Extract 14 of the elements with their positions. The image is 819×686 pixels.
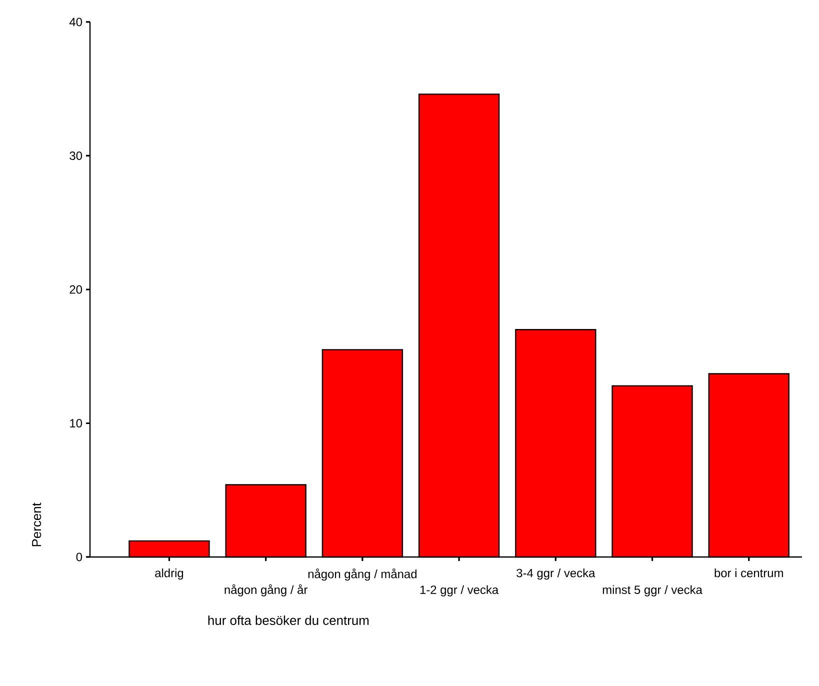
- x-axis-title: hur ofta besöker du centrum: [208, 616, 369, 626]
- x-tick-label: bor i centrum: [714, 568, 783, 578]
- x-tick-label: minst 5 ggr / vecka: [602, 585, 702, 596]
- y-tick-label: 10: [70, 419, 82, 428]
- x-tick-label: någon gång / månad: [308, 568, 416, 581]
- y-tick-label: 0: [76, 552, 82, 562]
- y-tick-label: 40: [69, 18, 82, 26]
- y-tick-label: 20: [70, 285, 82, 294]
- x-tick-label: aldrig: [155, 568, 184, 580]
- y-axis-title: Percent: [32, 502, 42, 546]
- x-tick-label: 1-2 ggr / vecka: [420, 585, 499, 596]
- y-tick-label: 30: [70, 152, 82, 160]
- x-tick-label: någon gång / år: [224, 584, 308, 596]
- x-tick-label: 3-4 ggr / vecka: [516, 568, 596, 580]
